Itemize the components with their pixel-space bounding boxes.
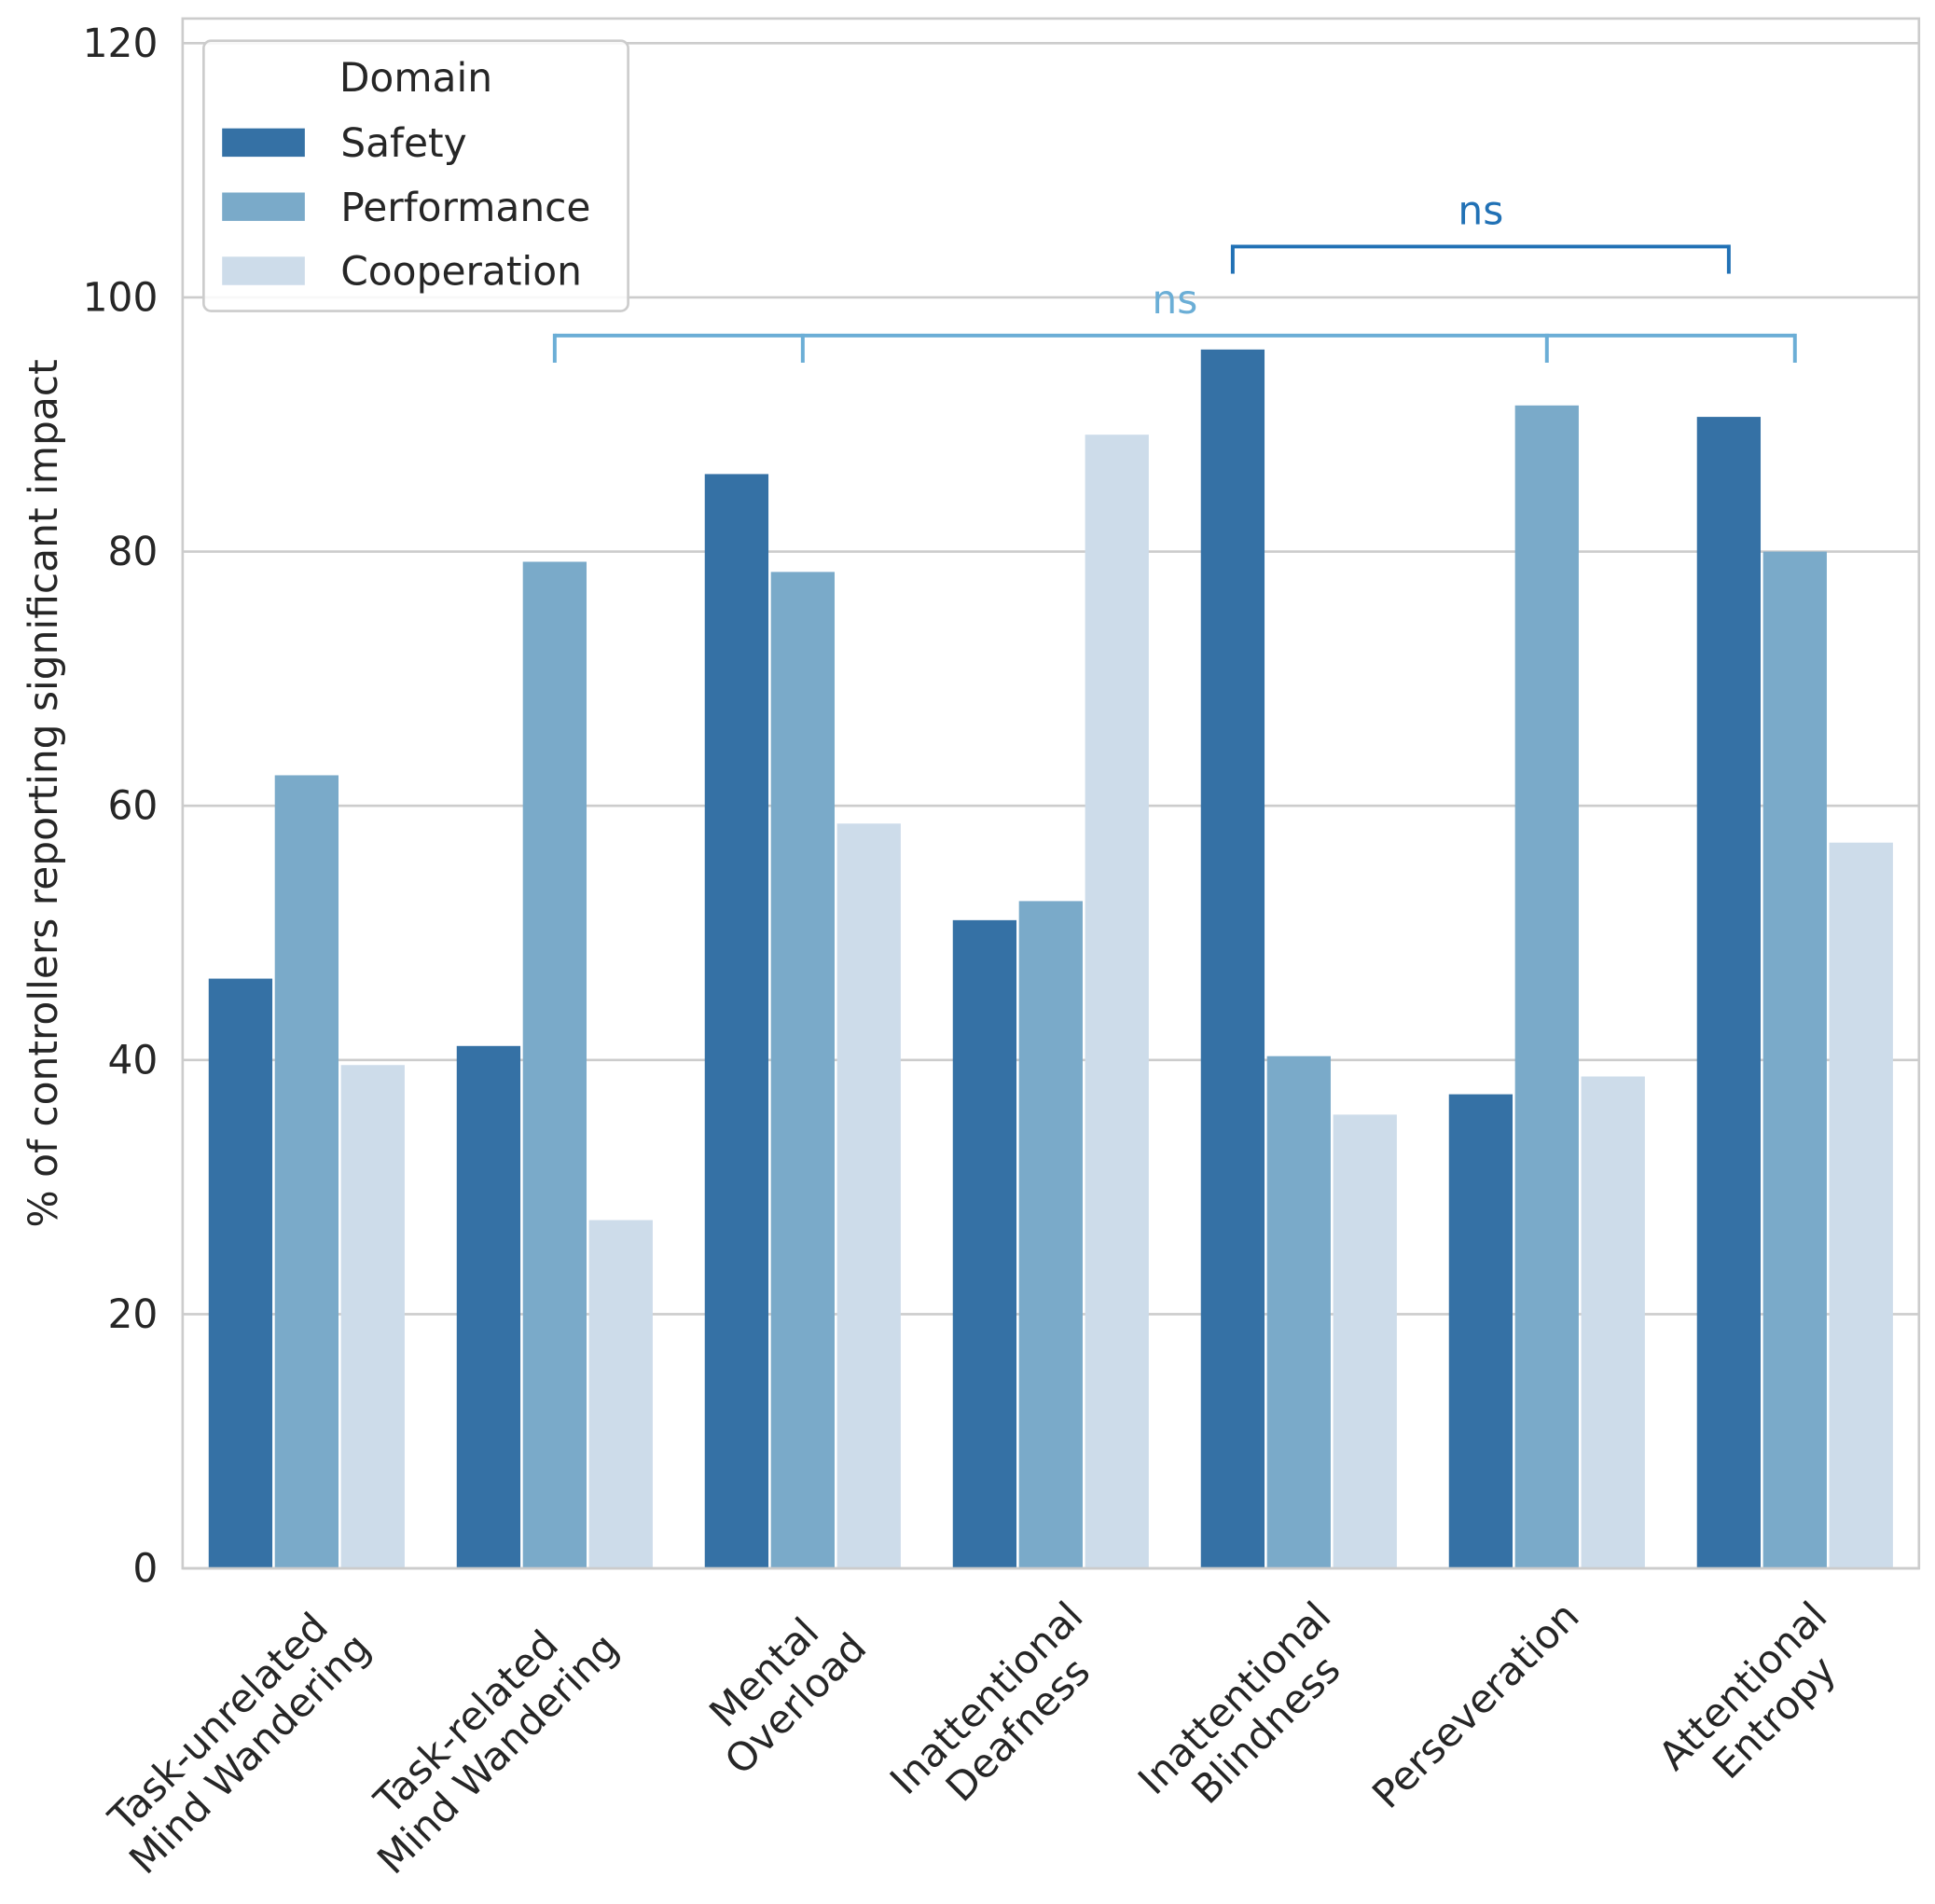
bar-safety (456, 1045, 521, 1569)
legend-title: Domain (339, 55, 492, 101)
legend-label: Cooperation (340, 249, 582, 295)
legend-label: Performance (340, 185, 590, 230)
bar-performance (1018, 901, 1083, 1569)
significance-brackets: ns ns (552, 188, 1797, 363)
y-tick-label: 120 (83, 21, 159, 66)
y-axis-label: % of controllers reporting significant i… (21, 359, 66, 1227)
bar-safety (952, 919, 1017, 1569)
bar-cooperation (836, 823, 901, 1569)
bar-cooperation (1829, 842, 1893, 1569)
bar-safety (1696, 417, 1762, 1569)
bar-cooperation (340, 1065, 405, 1569)
bar-performance (522, 561, 587, 1569)
y-tick-label: 100 (83, 275, 159, 321)
bar-safety (704, 474, 769, 1569)
bar-performance (770, 572, 835, 1569)
y-tick-label: 20 (108, 1291, 159, 1337)
legend-swatch (222, 192, 305, 221)
legend-swatch (222, 256, 305, 285)
bar-performance (274, 775, 339, 1569)
x-tick-label-line: Perseveration (1363, 1593, 1587, 1816)
bar-safety (208, 978, 273, 1569)
x-tick-label: Perseveration (1363, 1593, 1587, 1816)
legend-frame (202, 39, 629, 312)
legend-label: Safety (340, 120, 466, 166)
bar-performance (1762, 551, 1827, 1569)
bar-safety (1200, 349, 1265, 1569)
plot-frame (181, 17, 1921, 1570)
significance-label: ns (1458, 188, 1503, 234)
legend-swatch (222, 128, 305, 158)
significance-label: ns (1152, 277, 1197, 323)
bar-cooperation (588, 1220, 653, 1569)
bar-cooperation (1581, 1076, 1645, 1569)
bar-cooperation (1333, 1114, 1397, 1569)
bar-performance (1266, 1055, 1331, 1569)
y-tick-label: 60 (108, 783, 159, 829)
y-tick-label: 0 (132, 1546, 158, 1592)
bar-safety (1448, 1094, 1513, 1569)
bar-cooperation (1085, 435, 1149, 1569)
y-tick-label: 80 (108, 529, 159, 574)
y-tick-labels: 0 20 40 60 80 100 120 (83, 21, 159, 1592)
bars (208, 349, 1893, 1569)
bar-performance (1514, 405, 1579, 1569)
legend: Domain Safety Performance Cooperation (202, 39, 629, 312)
y-tick-label: 40 (108, 1037, 159, 1083)
